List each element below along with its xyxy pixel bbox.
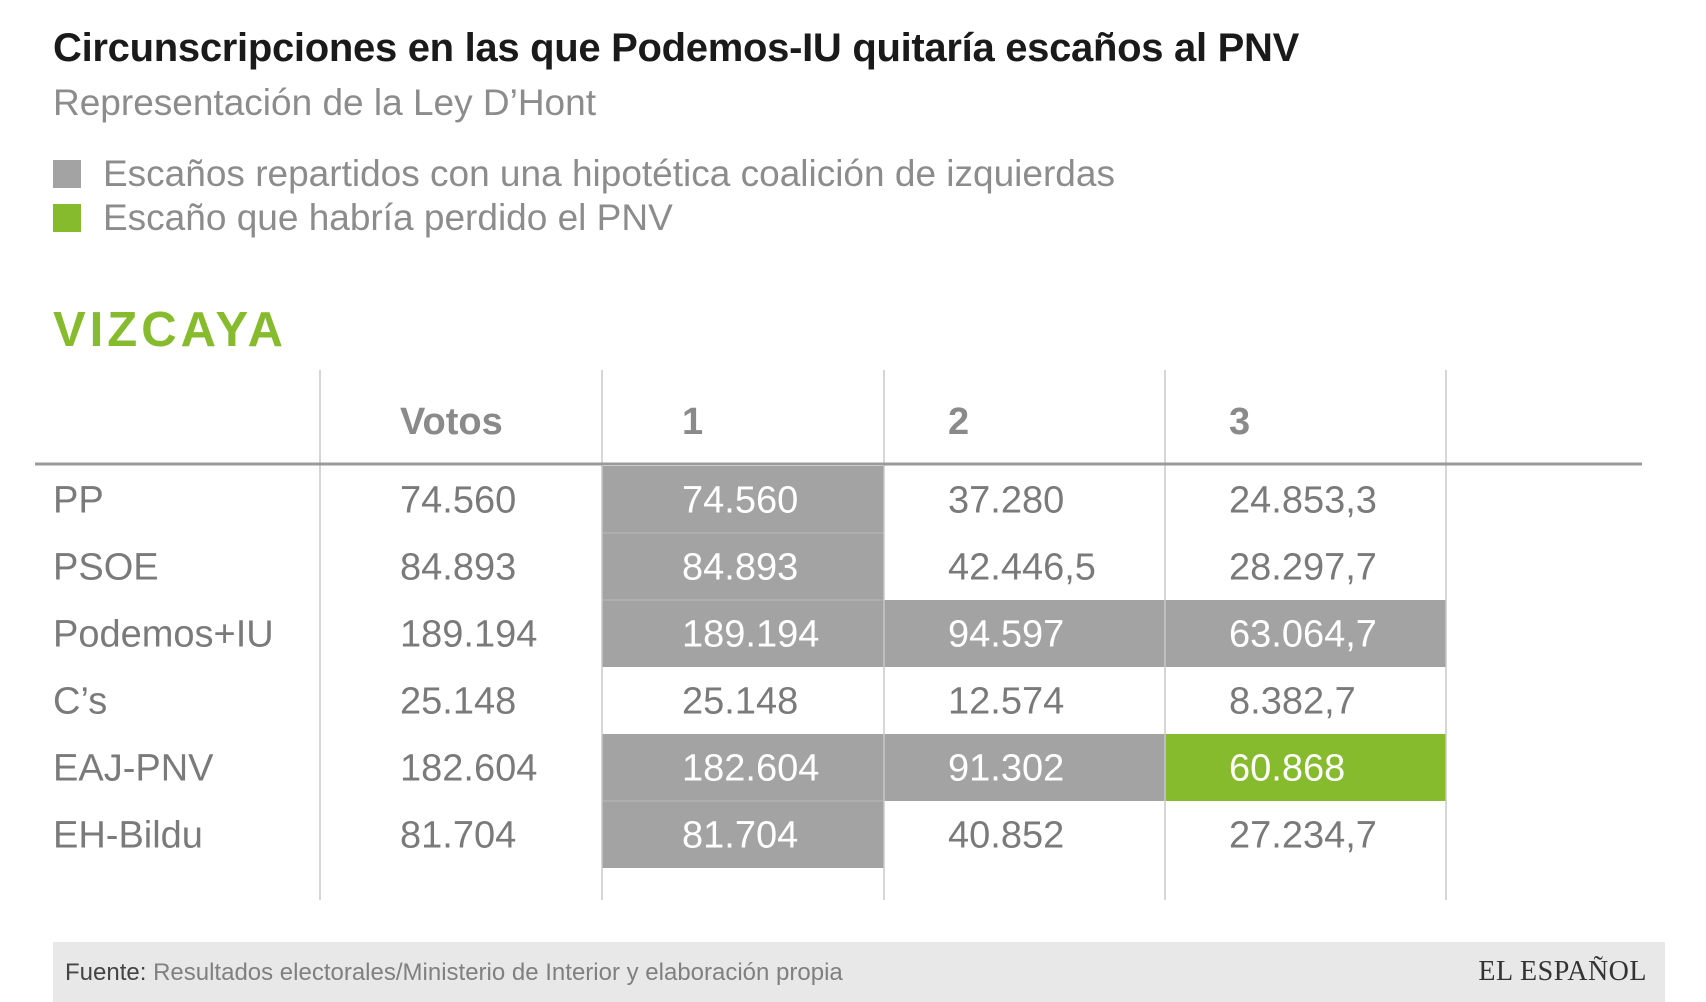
votes-value: 189.194 [400, 614, 537, 656]
quotient-value: 74.560 [682, 480, 798, 522]
party-label: Podemos+IU [53, 614, 274, 656]
seat-cell-gray [1165, 600, 1446, 667]
legend-item-coalition-seats: Escaños repartidos con una hipotética co… [53, 152, 1115, 196]
quotient-value: 63.064,7 [1229, 614, 1377, 656]
seat-cell-gray [602, 533, 884, 600]
legend-label-lost-seat: Escaño que habría perdido el PNV [103, 197, 673, 238]
party-label: C’s [53, 681, 107, 723]
quotient-value: 37.280 [948, 480, 1064, 522]
quotient-value: 84.893 [682, 547, 798, 589]
legend-item-lost-seat: Escaño que habría perdido el PNV [53, 196, 1115, 240]
region-heading: VIZCAYA [53, 303, 288, 357]
seat-cell-gray [602, 600, 884, 667]
quotient-value: 189.194 [682, 614, 819, 656]
quotient-value: 25.148 [682, 681, 798, 723]
seat-cell-gray [884, 600, 1165, 667]
party-label: EAJ-PNV [53, 748, 214, 790]
quotient-value: 28.297,7 [1229, 547, 1377, 589]
source-note: Fuente: Resultados electorales/Ministeri… [65, 959, 843, 987]
seat-cell-gray [602, 466, 884, 533]
legend-label-coalition-seats: Escaños repartidos con una hipotética co… [103, 153, 1115, 194]
column-header: 2 [948, 401, 969, 443]
votes-value: 74.560 [400, 480, 516, 522]
column-header: Votos [400, 401, 503, 443]
quotient-value: 12.574 [948, 681, 1064, 723]
quotient-value: 40.852 [948, 815, 1064, 857]
quotient-value: 91.302 [948, 748, 1064, 790]
dhont-table: Votos 1 2 3 PP 74.560 74.560 37.280 24.853,3 PSOE… [35, 370, 1642, 900]
chart-subtitle: Representación de la Ley D’Hont [53, 82, 596, 123]
votes-value: 84.893 [400, 547, 516, 589]
brand-logo: EL ESPAÑOL [1478, 956, 1647, 987]
seat-cell-gray [602, 734, 884, 801]
legend-swatch-gray [53, 160, 81, 188]
quotient-value: 81.704 [682, 815, 798, 857]
votes-value: 182.604 [400, 748, 537, 790]
quotient-value: 8.382,7 [1229, 681, 1356, 723]
footer: Fuente: Resultados electorales/Ministeri… [53, 942, 1665, 1002]
quotient-value: 94.597 [948, 614, 1064, 656]
votes-value: 25.148 [400, 681, 516, 723]
seat-cell-green [1165, 734, 1446, 801]
quotient-value: 60.868 [1229, 748, 1345, 790]
legend-swatch-green [53, 204, 81, 232]
seat-cell-gray [884, 734, 1165, 801]
party-label: EH-Bildu [53, 815, 203, 857]
chart-title: Circunscripciones en las que Podemos-IU … [53, 26, 1299, 70]
quotient-value: 27.234,7 [1229, 815, 1377, 857]
column-header: 1 [682, 401, 703, 443]
seat-cell-gray [602, 801, 884, 868]
party-label: PP [53, 480, 104, 522]
party-label: PSOE [53, 547, 159, 589]
source-text: Resultados electorales/Ministerio de Int… [153, 959, 843, 986]
quotient-value: 182.604 [682, 748, 819, 790]
quotient-value: 42.446,5 [948, 547, 1096, 589]
column-header: 3 [1229, 401, 1250, 443]
votes-value: 81.704 [400, 815, 516, 857]
source-label: Fuente: [65, 959, 147, 986]
quotient-value: 24.853,3 [1229, 480, 1377, 522]
legend: Escaños repartidos con una hipotética co… [53, 152, 1115, 240]
